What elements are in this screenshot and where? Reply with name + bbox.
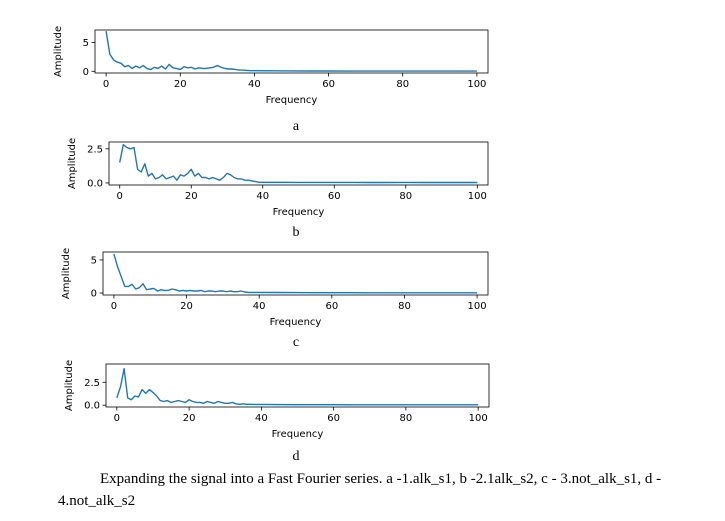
- plot-frame: [105, 363, 490, 408]
- x-axis-label: Frequency: [273, 207, 325, 218]
- chart-panel-c: 0 20 40 60 80 100 0 5 Frequency Amplitude c: [61, 248, 489, 350]
- series-line: [116, 367, 479, 406]
- x-tick-label: 0: [117, 191, 123, 202]
- y-tick-label: 5: [83, 38, 89, 49]
- y-tick-label: 0.0: [84, 401, 100, 412]
- x-tick-label: 60: [328, 191, 341, 202]
- x-tick-label: 60: [327, 413, 340, 424]
- x-tick-label: 40: [255, 413, 268, 424]
- x-tick-label: 20: [185, 191, 198, 202]
- x-tick-label: 0: [103, 79, 109, 90]
- plot-frame: [94, 29, 489, 74]
- x-tick-label: 40: [253, 301, 266, 312]
- fft-figure: 0 20 40 60 80 100 0 5 Frequency Amplitude a 0 20 40 60…: [53, 26, 490, 464]
- x-tick-label: 60: [325, 301, 338, 312]
- plot-frame: [108, 141, 489, 186]
- x-axis-label: Frequency: [266, 95, 318, 106]
- x-tick-label: 80: [400, 413, 413, 424]
- x-axis-label: Frequency: [272, 429, 324, 440]
- series-line: [119, 144, 478, 184]
- y-axis-label: Amplitude: [64, 360, 75, 411]
- y-tick-label: 0: [91, 289, 97, 300]
- x-tick-label: 20: [174, 79, 187, 90]
- y-tick-label: 2.5: [87, 144, 103, 155]
- x-tick-label: 60: [322, 79, 335, 90]
- x-tick-label: 20: [183, 413, 196, 424]
- panel-letter: d: [293, 449, 300, 464]
- y-tick-label: 0.0: [87, 178, 103, 189]
- panel-letter: c: [293, 335, 299, 350]
- y-axis-label: Amplitude: [67, 138, 78, 189]
- chart-panel-d: 0 20 40 60 80 100 0.0 2.5 Frequency Amplitude d: [64, 360, 490, 464]
- x-tick-label: 40: [248, 79, 261, 90]
- x-tick-label: 20: [180, 301, 193, 312]
- y-axis-label: Amplitude: [53, 26, 64, 77]
- y-tick-label: 5: [91, 255, 97, 266]
- x-tick-label: 0: [114, 413, 120, 424]
- x-tick-label: 100: [469, 413, 488, 424]
- y-axis-label: Amplitude: [61, 248, 72, 299]
- figure-caption: Expanding the signal into a Fast Fourier…: [58, 471, 662, 509]
- panel-letter: b: [293, 225, 300, 240]
- series-line: [105, 30, 477, 72]
- x-tick-label: 80: [399, 191, 412, 202]
- series-line: [113, 253, 478, 294]
- chart-panel-b: 0 20 40 60 80 100 0.0 2.5 Frequency Amplitude b: [67, 138, 489, 240]
- x-tick-label: 80: [396, 79, 409, 90]
- x-tick-label: 0: [111, 301, 117, 312]
- plot-frame: [102, 251, 489, 296]
- y-tick-label: 0: [83, 67, 89, 78]
- x-tick-label: 100: [468, 191, 487, 202]
- x-tick-label: 80: [398, 301, 411, 312]
- y-tick-label: 2.5: [84, 378, 100, 389]
- chart-panel-a: 0 20 40 60 80 100 0 5 Frequency Amplitude a: [53, 26, 489, 134]
- x-tick-label: 40: [256, 191, 269, 202]
- panel-letter: a: [293, 119, 300, 134]
- x-axis-label: Frequency: [270, 317, 322, 328]
- x-tick-label: 100: [468, 301, 487, 312]
- x-tick-label: 100: [467, 79, 486, 90]
